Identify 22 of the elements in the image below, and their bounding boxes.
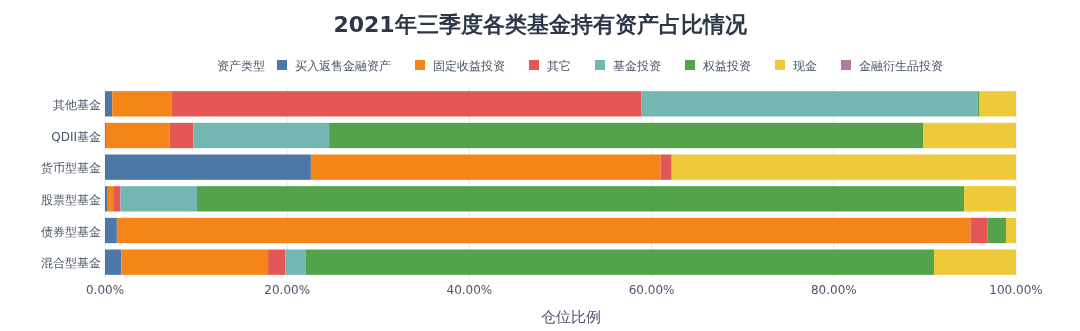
legend-title: 资产类型 [217,59,265,73]
y-tick-label: 其他基金 [53,97,101,112]
x-tick-label: 20.00% [264,283,311,297]
x-tick-label: 0.00% [85,283,125,297]
y-tick-label: 混合型基金 [41,256,101,271]
y-tick-label: QDII基金 [51,129,101,144]
x-tick-label: 100.00% [989,283,1043,297]
x-tick-label: 60.00% [628,283,675,297]
legend-label: 固定收益投资 [433,59,505,73]
legend-label: 现金 [793,59,817,73]
y-tick-label: 货币型基金 [41,161,101,176]
chart-title: 2021年三季度各类基金持有资产占比情况 [333,12,748,37]
legend-label: 其它 [547,59,571,73]
x-tick-label: 40.00% [446,283,493,297]
y-tick-label: 股票型基金 [41,192,101,207]
legend-label: 买入返售金融资产 [295,59,391,73]
legend-label: 权益投资 [702,59,751,73]
legend-label: 基金投资 [613,59,661,73]
legend-label: 金融衍生品投资 [859,59,943,73]
x-axis-title: 仓位比例 [540,308,601,326]
y-tick-label: 债券型基金 [41,224,101,239]
x-tick-label: 80.00% [810,283,857,297]
